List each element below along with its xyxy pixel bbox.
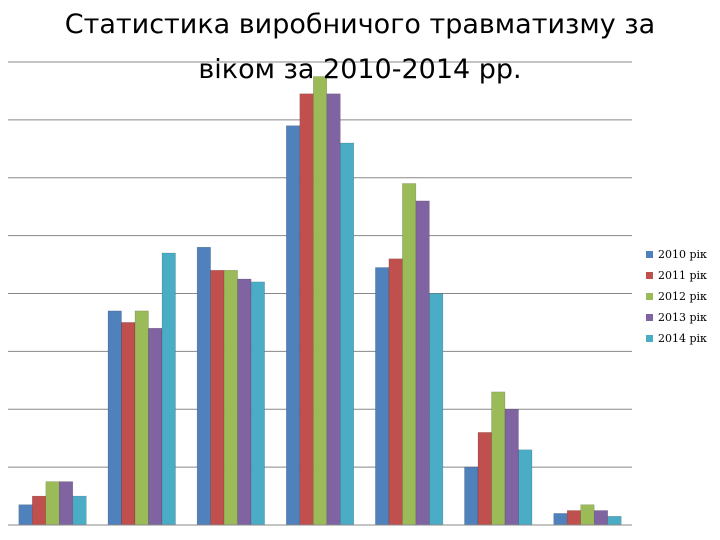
legend: 2010 рік 2011 рік 2012 рік 2013 рік 2014 рік <box>646 244 720 349</box>
bar <box>210 270 225 526</box>
bar <box>45 481 60 526</box>
bar <box>299 93 314 526</box>
legend-swatch <box>646 272 653 279</box>
bar <box>402 183 417 526</box>
bar <box>464 466 479 526</box>
legend-label: 2011 рік <box>658 269 707 282</box>
bar <box>388 258 403 526</box>
bar <box>580 504 595 526</box>
legend-swatch <box>646 251 653 258</box>
bar <box>477 432 492 526</box>
chart-title-line-1: Статистика виробничого травматизму за <box>64 9 656 40</box>
bar <box>223 270 238 526</box>
legend-label: 2012 рік <box>658 290 707 303</box>
legend-item: 2011 рік <box>646 265 720 286</box>
bar <box>134 310 149 526</box>
legend-swatch <box>646 314 653 321</box>
legend-item: 2012 рік <box>646 286 720 307</box>
bar <box>32 495 47 526</box>
legend-swatch <box>646 293 653 300</box>
bars <box>18 76 622 526</box>
bar <box>313 76 328 526</box>
bar <box>326 93 341 526</box>
bar <box>237 278 252 526</box>
bar <box>518 449 533 526</box>
bar <box>553 513 568 526</box>
bar <box>504 409 519 526</box>
legend-item: 2013 рік <box>646 307 720 328</box>
bar <box>375 267 390 526</box>
bar <box>18 504 33 526</box>
legend-label: 2010 рік <box>658 248 707 261</box>
bar <box>59 481 74 526</box>
bar <box>161 252 176 526</box>
chart-title-line-2: віком за 2010-2014 рр. <box>198 54 522 85</box>
legend-item: 2014 рік <box>646 328 720 349</box>
bar <box>107 310 122 526</box>
bar <box>415 200 430 526</box>
legend-label: 2013 рік <box>658 311 707 324</box>
bar <box>72 495 87 526</box>
bar <box>250 281 265 526</box>
bar <box>340 142 355 526</box>
legend-swatch <box>646 335 653 342</box>
bar <box>286 125 301 526</box>
bar <box>566 510 581 526</box>
legend-item: 2010 рік <box>646 244 720 265</box>
bar <box>148 327 163 526</box>
bar <box>429 293 444 526</box>
bar <box>121 322 136 526</box>
bar <box>593 510 608 526</box>
bar <box>196 246 211 526</box>
bar <box>491 391 506 526</box>
bar <box>607 516 622 526</box>
legend-label: 2014 рік <box>658 332 707 345</box>
